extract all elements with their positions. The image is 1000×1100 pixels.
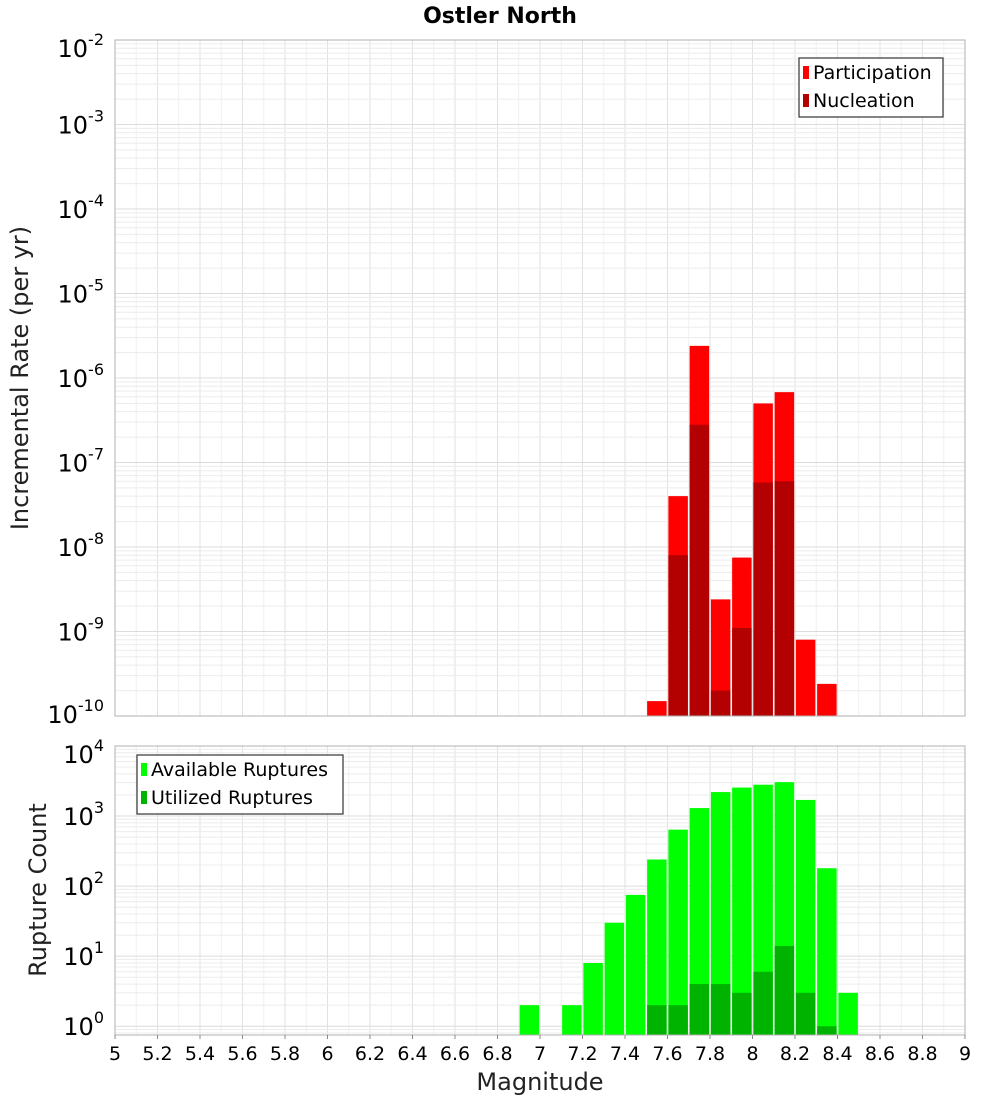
available-ruptures-bar	[689, 808, 710, 1035]
y-tick-label: 10-10	[47, 696, 104, 729]
available-ruptures-bar	[668, 829, 688, 1035]
legend-box	[136, 754, 344, 815]
y-tick-label: 102	[63, 868, 104, 901]
nucleation-bar	[668, 555, 688, 716]
utilized-ruptures-bar	[647, 1005, 667, 1035]
y-tick-label: 104	[63, 736, 104, 769]
bottom-y-tick-labels: 104 103 102 101 100	[63, 736, 104, 1041]
x-tick-label: 8.8	[907, 1043, 937, 1065]
legend-label: Utilized Ruptures	[151, 787, 313, 809]
chart-title: Ostler North	[423, 4, 577, 29]
x-tick-label: 8.4	[822, 1043, 852, 1065]
x-tick-label: 7.6	[652, 1043, 682, 1065]
x-tick-label: 6.4	[397, 1043, 427, 1065]
legend-label: Available Ruptures	[151, 759, 328, 781]
y-tick-label: 10-9	[58, 614, 105, 647]
y-tick-label: 10-7	[58, 445, 105, 478]
x-tick-label: 5.2	[142, 1043, 172, 1065]
y-tick-label: 10-5	[58, 276, 105, 309]
utilized-ruptures-bar	[710, 984, 731, 1035]
bottom-panel: 104 103 102 101 100 5 5.2 5.4 5.6 5.8 6 6.2 6.4 6.6 6…	[24, 736, 971, 1096]
legend-swatch	[803, 94, 809, 107]
available-ruptures-bar	[562, 1005, 582, 1035]
x-tick-labels: 5 5.2 5.4 5.6 5.8 6 6.2 6.4 6.6 6.8 7 7.2 7.4 7.6 7.8 8…	[109, 1035, 971, 1065]
top-legend: Participation Nucleation	[798, 57, 944, 118]
utilized-ruptures-bar	[689, 984, 710, 1035]
y-tick-label: 100	[63, 1008, 104, 1041]
x-tick-label: 6	[321, 1043, 333, 1065]
x-tick-label: 8	[746, 1043, 758, 1065]
legend-box	[798, 57, 944, 118]
x-tick-label: 5.8	[270, 1043, 300, 1065]
available-ruptures-bar	[519, 1005, 540, 1035]
available-ruptures-bar	[838, 992, 858, 1035]
x-tick-label: 7.4	[610, 1043, 640, 1065]
top-panel: 10-2 10-3 10-4 10-5 10-6 10-7 10-8 10-9 10-10 In…	[6, 30, 966, 729]
bottom-legend: Available Ruptures Utilized Ruptures	[136, 754, 344, 815]
legend-swatch	[803, 66, 809, 79]
x-tick-label: 7.2	[567, 1043, 597, 1065]
participation-bar	[647, 701, 667, 716]
y-tick-label: 101	[63, 938, 104, 971]
utilized-ruptures-bar	[668, 1005, 688, 1035]
y-tick-label: 103	[63, 798, 104, 831]
available-ruptures-bar	[817, 868, 837, 1035]
available-ruptures-bar	[604, 922, 625, 1035]
top-y-tick-labels: 10-2 10-3 10-4 10-5 10-6 10-7 10-8 10-9 10-10	[47, 30, 104, 729]
utilized-ruptures-bar	[817, 1026, 837, 1035]
x-tick-label: 9	[959, 1043, 971, 1065]
utilized-ruptures-bar	[795, 992, 816, 1035]
y-tick-label: 10-3	[58, 107, 105, 140]
y-tick-label: 10-2	[58, 30, 105, 63]
top-plot-frame	[114, 39, 966, 717]
utilized-ruptures-bar	[774, 945, 795, 1035]
y-tick-label: 10-6	[58, 360, 105, 393]
available-ruptures-bar	[583, 962, 603, 1035]
top-bars	[647, 345, 837, 716]
nucleation-bar	[774, 481, 795, 716]
x-tick-label: 6.6	[440, 1043, 470, 1065]
y-tick-label: 10-4	[58, 191, 105, 224]
top-y-axis-label: Incremental Rate (per yr)	[6, 226, 34, 530]
x-tick-label: 7	[534, 1043, 546, 1065]
participation-bar	[710, 599, 731, 716]
participation-bar	[795, 639, 816, 716]
bottom-bars	[519, 782, 858, 1035]
x-tick-label: 8.6	[865, 1043, 895, 1065]
x-tick-label: 5	[109, 1043, 121, 1065]
available-ruptures-bar	[647, 859, 667, 1035]
legend-label: Nucleation	[813, 90, 915, 112]
x-axis-label: Magnitude	[476, 1068, 603, 1096]
nucleation-bar	[710, 690, 731, 716]
x-tick-label: 5.4	[185, 1043, 215, 1065]
utilized-ruptures-bar	[753, 971, 773, 1035]
legend-swatch	[141, 763, 147, 776]
x-tick-label: 6.8	[482, 1043, 512, 1065]
top-grid	[114, 39, 966, 717]
available-ruptures-bar	[625, 894, 646, 1035]
legend-swatch	[141, 791, 147, 804]
available-ruptures-bar	[732, 787, 752, 1035]
nucleation-bar	[753, 482, 773, 716]
available-ruptures-bar	[710, 792, 731, 1035]
x-tick-label: 7.8	[695, 1043, 725, 1065]
legend-label: Participation	[813, 62, 932, 84]
x-tick-label: 5.6	[227, 1043, 257, 1065]
available-ruptures-bar	[795, 799, 816, 1035]
x-tick-label: 8.2	[780, 1043, 810, 1065]
bottom-y-axis-label: Rupture Count	[24, 803, 52, 977]
nucleation-bar	[689, 424, 710, 716]
participation-bar	[817, 683, 837, 716]
y-tick-label: 10-8	[58, 529, 105, 562]
utilized-ruptures-bar	[732, 992, 752, 1035]
x-tick-label: 6.2	[355, 1043, 385, 1065]
nucleation-bar	[732, 628, 752, 716]
